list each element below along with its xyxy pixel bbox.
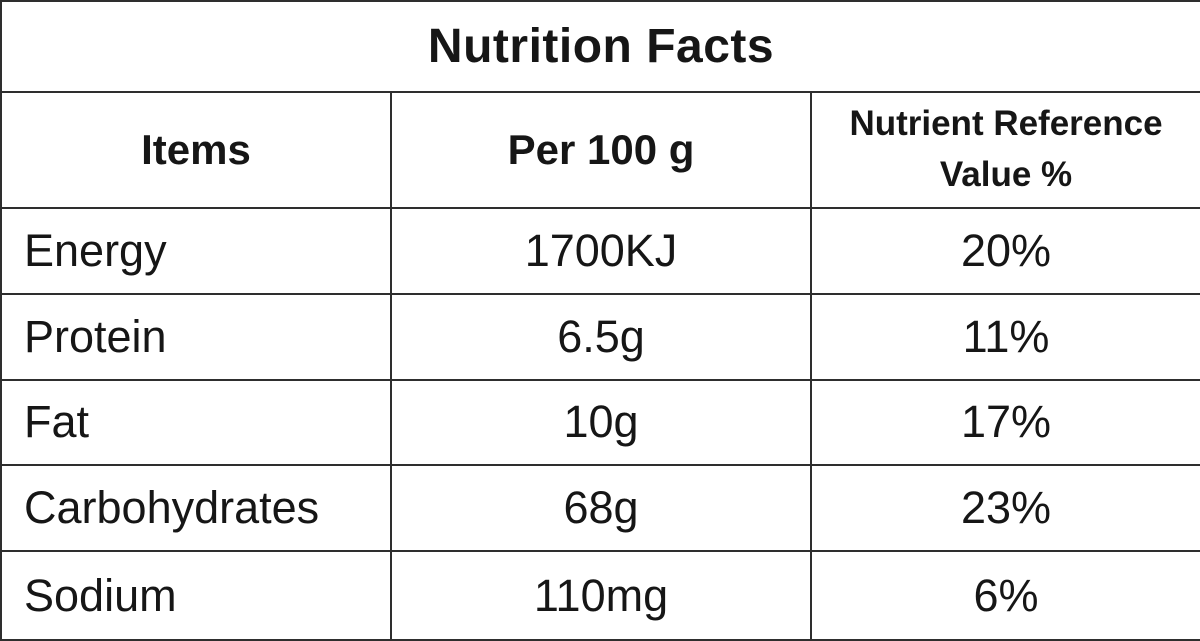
per-100g-value: 110mg	[390, 550, 812, 641]
item-label: Sodium	[0, 550, 392, 641]
column-header-items: Items	[0, 90, 392, 209]
table-header-row: Items Per 100 g Nutrient Reference Value…	[0, 90, 1200, 209]
per-100g-value: 1700KJ	[390, 206, 812, 295]
per-100g-value: 10g	[390, 378, 812, 467]
nrv-value: 20%	[809, 206, 1200, 295]
table-title: Nutrition Facts	[0, 0, 1200, 93]
nrv-value: 11%	[809, 292, 1200, 381]
per-100g-value: 6.5g	[390, 292, 812, 381]
per-100g-value: 68g	[390, 464, 812, 553]
nrv-value: 17%	[809, 378, 1200, 467]
table-title-row: Nutrition Facts	[0, 0, 1200, 93]
table-row-protein: Protein 6.5g 11%	[0, 292, 1200, 381]
nrv-value: 6%	[809, 550, 1200, 641]
column-header-per-100g: Per 100 g	[390, 90, 812, 209]
column-header-nrv: Nutrient Reference Value %	[809, 90, 1200, 209]
table-row-fat: Fat 10g 17%	[0, 378, 1200, 467]
item-label: Energy	[0, 206, 392, 295]
item-label: Carbohydrates	[0, 464, 392, 553]
table-row-sodium: Sodium 110mg 6%	[0, 550, 1200, 641]
table-row-carbohydrates: Carbohydrates 68g 23%	[0, 464, 1200, 553]
nrv-value: 23%	[809, 464, 1200, 553]
item-label: Fat	[0, 378, 392, 467]
table-row-energy: Energy 1700KJ 20%	[0, 206, 1200, 295]
item-label: Protein	[0, 292, 392, 381]
